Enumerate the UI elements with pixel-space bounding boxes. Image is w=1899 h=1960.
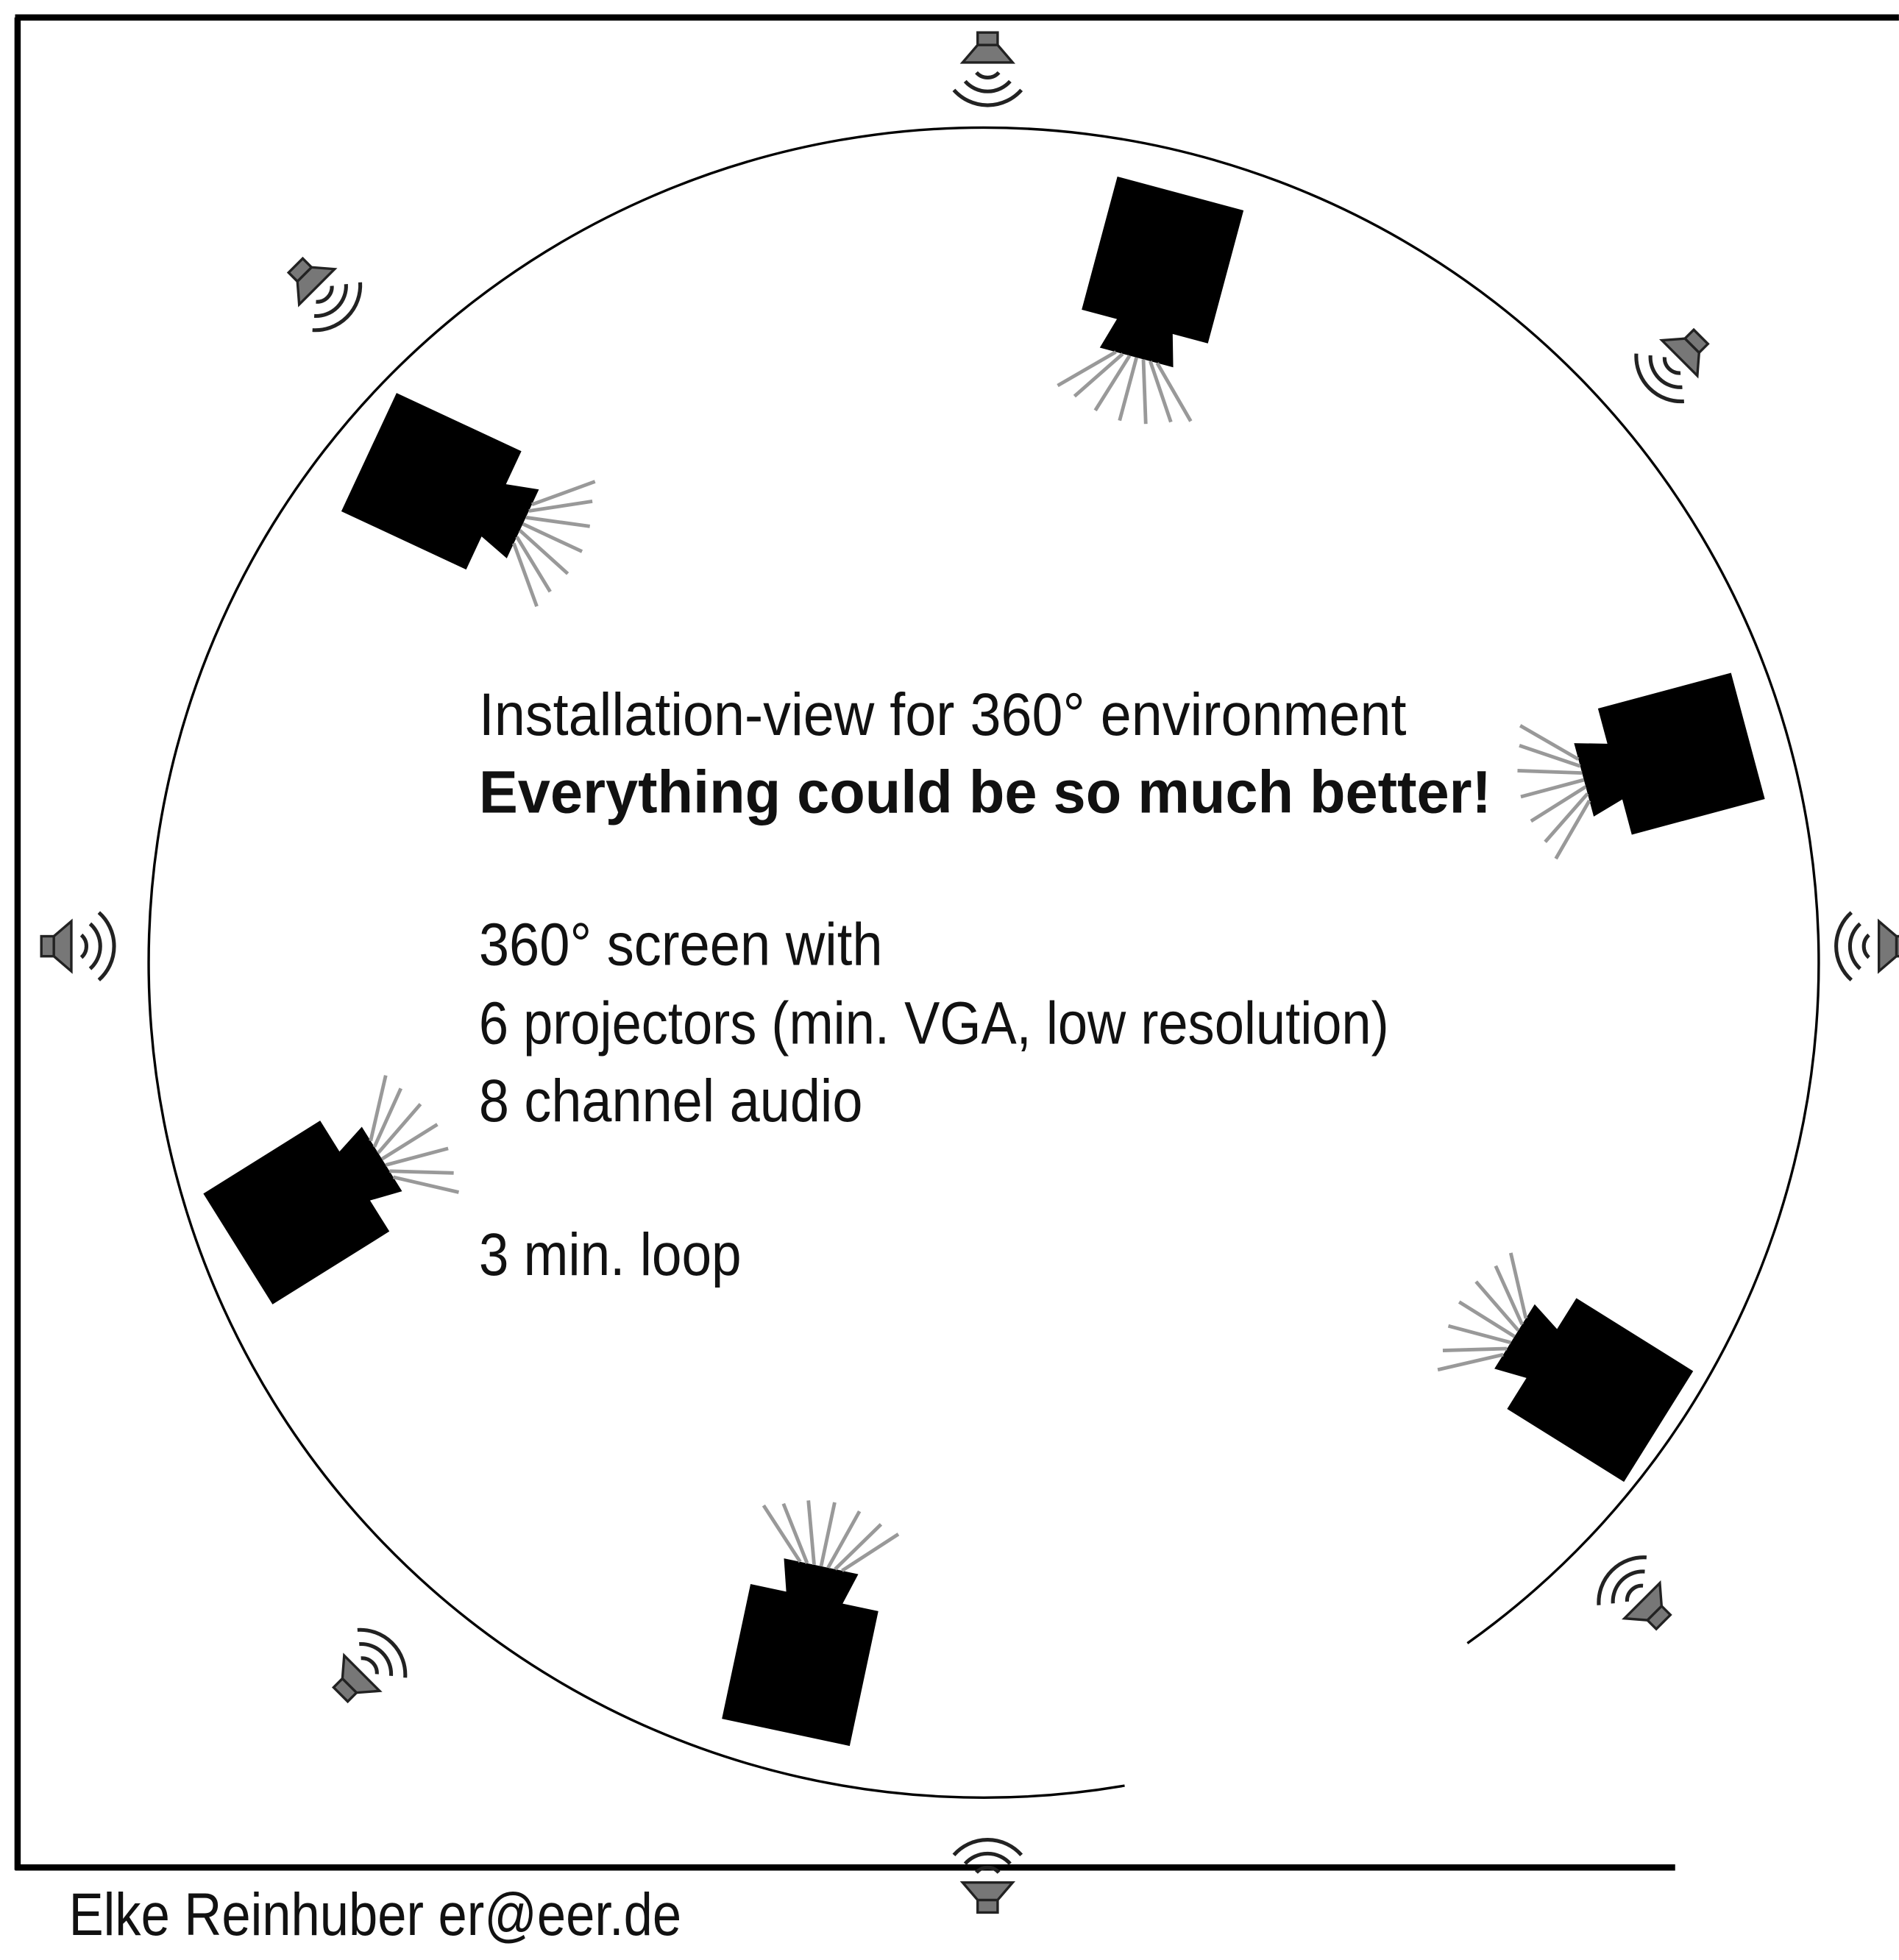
duration: 3 min. loop <box>479 1221 742 1288</box>
spec-line: 360° screen with <box>479 912 883 979</box>
spec-line: 6 projectors (min. VGA, low resolution) <box>479 990 1389 1057</box>
subtitle: Everything could be so much better! <box>479 759 1491 825</box>
title: Installation-view for 360° environment <box>479 681 1407 748</box>
room-walls <box>14 14 1899 1871</box>
screen-circle <box>147 126 1820 1799</box>
speakers <box>41 32 1899 1912</box>
spec-line: 8 channel audio <box>479 1068 863 1135</box>
projectors <box>202 176 1766 1747</box>
credit: Elke Reinhuber er@eer.de <box>69 1881 682 1948</box>
